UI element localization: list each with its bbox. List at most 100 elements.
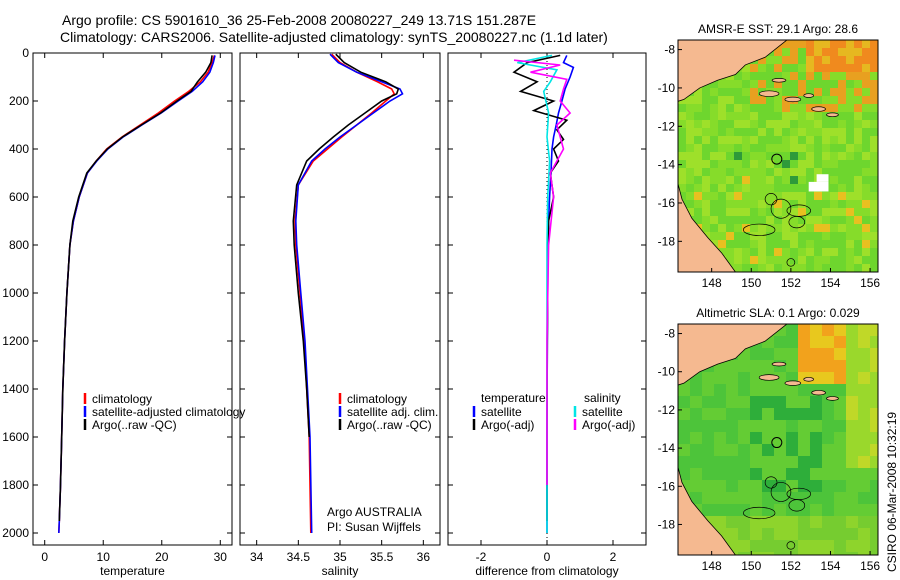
map-cell (862, 48, 870, 56)
map-cell (774, 420, 786, 432)
difference-profile-xlabel: difference from climatology (475, 564, 618, 578)
map-cell (774, 516, 786, 528)
reef-outline (786, 258, 796, 267)
map-cell (798, 248, 806, 256)
map-x-tick-label: 152 (781, 276, 801, 290)
map-cell (846, 432, 858, 444)
map-cell (846, 240, 854, 248)
map-cell (702, 444, 714, 456)
map-cell (790, 160, 798, 168)
map-cell (870, 504, 878, 516)
map-cell (734, 232, 742, 240)
map-cell (834, 384, 846, 396)
y-tick-label: 600 (9, 190, 29, 204)
map-cell (858, 468, 870, 480)
map-cell (790, 168, 798, 176)
map-cell (714, 516, 726, 528)
map-cell (686, 184, 694, 192)
legend-satellite: satellite-adjusted climatology (92, 405, 245, 419)
map-cell (790, 264, 798, 272)
map-cell (798, 152, 806, 160)
map-cell (766, 56, 774, 64)
map-cell (702, 136, 710, 144)
map-cell (814, 160, 822, 168)
map-cell (678, 408, 690, 420)
map-cell (742, 104, 750, 112)
map-cell (806, 136, 814, 144)
map-cell (858, 492, 870, 504)
map-cell (774, 80, 782, 88)
map-cell (758, 104, 766, 112)
map-cell (786, 456, 798, 468)
map-cell (738, 408, 750, 420)
map-cell (758, 112, 766, 120)
map-cell (858, 360, 870, 372)
map-cell (710, 168, 718, 176)
map-cell (766, 64, 774, 72)
map-cell (734, 248, 742, 256)
sla-map-title: Altimetric SLA: 0.1 Argo: 0.029 (696, 306, 860, 320)
map-x-tick-label: 156 (860, 276, 880, 290)
map-cell (758, 192, 766, 200)
map-cell (750, 160, 758, 168)
map-cell (862, 96, 870, 104)
map-cell (786, 336, 798, 348)
map-cell (782, 128, 790, 136)
map-y-tick-label: -16 (658, 196, 676, 210)
map-cell (870, 372, 878, 384)
map-cell (702, 128, 710, 136)
map-cell (870, 264, 878, 272)
map-cell (846, 360, 858, 372)
map-cell (798, 396, 810, 408)
map-cell (854, 232, 862, 240)
map-cell (750, 208, 758, 216)
land-island (784, 380, 802, 386)
map-cell (822, 540, 834, 552)
map-cell (678, 456, 690, 468)
map-cell (846, 552, 858, 555)
map-cell (750, 200, 758, 208)
map-cell (814, 240, 822, 248)
map-cell (750, 80, 758, 88)
map-cell (854, 136, 862, 144)
map-cell (814, 264, 822, 272)
map-cell (686, 112, 694, 120)
map-cell (822, 216, 830, 224)
map-cell (846, 540, 858, 552)
map-cell (718, 88, 726, 96)
map-cell (870, 152, 878, 160)
map-cell (774, 248, 782, 256)
map-cell (838, 256, 846, 264)
map-cell (702, 152, 710, 160)
map-cell (738, 444, 750, 456)
map-cell (790, 56, 798, 64)
legend-salt-satellite: satellite (582, 405, 623, 419)
map-cell (854, 264, 862, 272)
map-cell (862, 136, 870, 144)
x-tick-label: 34.5 (287, 550, 311, 564)
map-cell (858, 336, 870, 348)
map-cell (846, 264, 854, 272)
map-cell (854, 144, 862, 152)
sst-map-cells (678, 40, 878, 272)
reef-outline (788, 499, 806, 512)
map-cell (854, 192, 862, 200)
map-cell (758, 224, 766, 232)
map-cell (870, 420, 878, 432)
map-cell (702, 216, 710, 224)
map-cell (862, 232, 870, 240)
map-cell (854, 248, 862, 256)
map-cell (742, 224, 750, 232)
map-cell (762, 408, 774, 420)
legend-temp-argo: Argo(-adj) (481, 418, 534, 432)
land-island (784, 96, 802, 103)
map-cell (726, 200, 734, 208)
map-cell (750, 152, 758, 160)
map-cell (734, 88, 742, 96)
map-cell (790, 64, 798, 72)
map-cell (726, 80, 734, 88)
argo-location-marker (771, 153, 783, 165)
map-cell (846, 480, 858, 492)
map-cell (810, 504, 822, 516)
